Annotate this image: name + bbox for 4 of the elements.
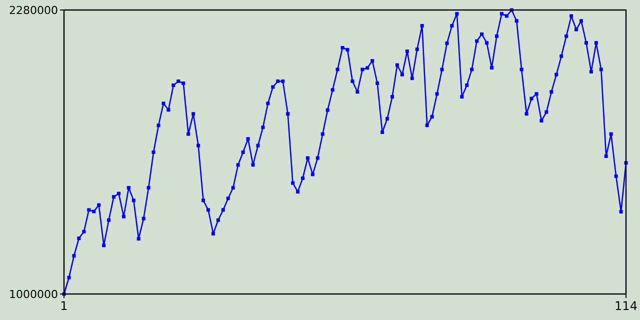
y-tick-label: 1000000 — [9, 288, 58, 301]
y-tick-label: 2280000 — [9, 4, 58, 17]
x-tick-label: 1 — [60, 299, 68, 313]
x-tick-label: 114 — [614, 299, 638, 313]
